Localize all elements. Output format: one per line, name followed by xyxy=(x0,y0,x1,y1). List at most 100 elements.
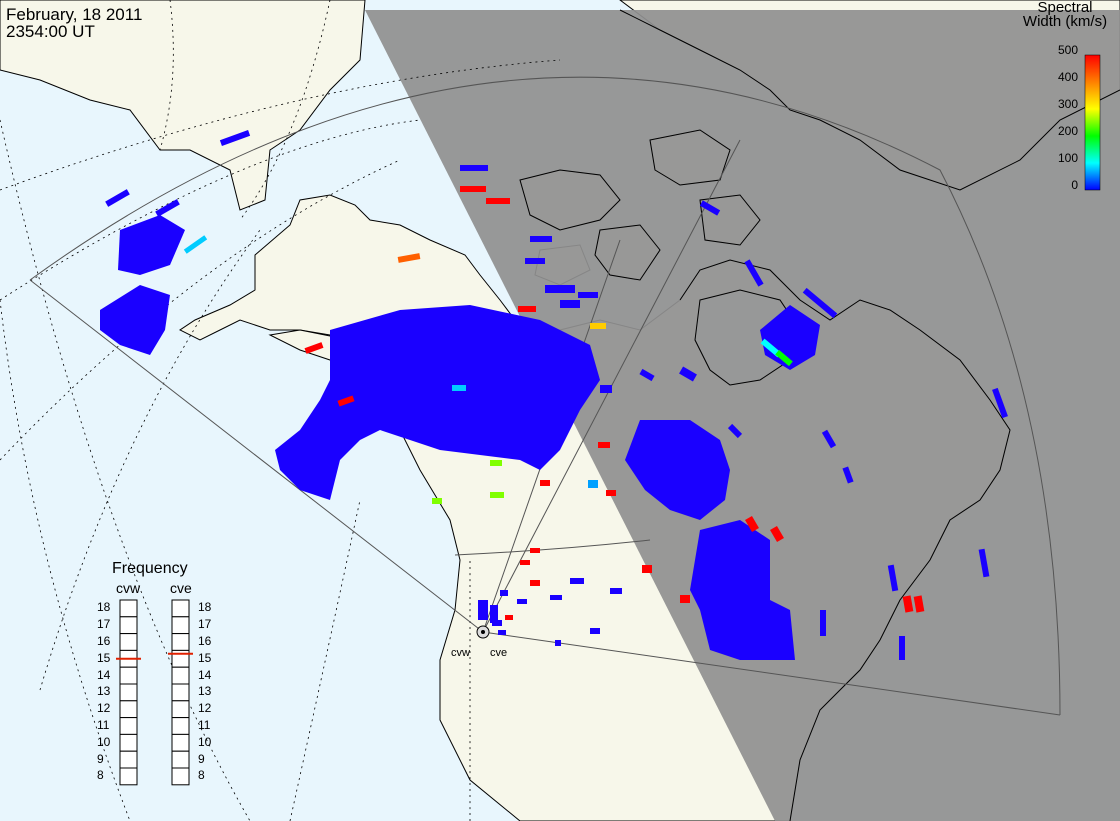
scatter-cell xyxy=(680,595,690,603)
scatter-cell xyxy=(498,630,506,635)
frequency-scale-label: 18 xyxy=(198,600,212,615)
frequency-scale-label: 15 xyxy=(198,650,212,665)
scatter-cell xyxy=(490,460,502,466)
scatter-cell xyxy=(155,199,180,217)
scatter-cell xyxy=(545,285,575,293)
frequency-scale-label: 14 xyxy=(198,667,212,682)
colorbar-title-2: Width (km/s) xyxy=(1022,13,1108,30)
scatter-cell xyxy=(642,565,652,573)
frequency-gauge-cell xyxy=(171,733,190,752)
frequency-gauge-cell xyxy=(119,767,138,786)
scatter-cells xyxy=(100,130,1008,660)
scatter-cell xyxy=(770,525,784,543)
scatter-cell xyxy=(610,588,622,594)
scatter-cell xyxy=(588,480,598,488)
frequency-scale-label: 12 xyxy=(97,701,111,716)
frequency-scale-label: 17 xyxy=(97,617,111,632)
frequency-scale-label: 16 xyxy=(97,634,111,648)
scatter-cell xyxy=(590,628,600,634)
time-label: 2354:00 UT xyxy=(6,22,95,41)
scatter-cell xyxy=(992,387,1008,419)
frequency-gauge-cell xyxy=(171,700,190,719)
frequency-gauge-cell xyxy=(119,666,138,685)
scatter-cell xyxy=(525,258,545,264)
scatter-cell xyxy=(578,292,598,298)
frequency-scale-label: 9 xyxy=(97,751,104,766)
scatter-cell xyxy=(978,548,990,578)
scatter-cell xyxy=(887,564,899,592)
frequency-gauge-cell xyxy=(171,633,190,651)
night-region xyxy=(365,10,1120,821)
frequency-gauges xyxy=(116,599,193,786)
frequency-scale-label: 8 xyxy=(198,768,205,783)
scatter-cell xyxy=(530,580,540,586)
scatter-cell xyxy=(540,480,550,486)
frequency-scale-label: 17 xyxy=(198,617,212,632)
frequency-scale-label: 8 xyxy=(97,768,104,783)
scatter-cell xyxy=(550,595,562,600)
coastline-night xyxy=(519,9,1120,821)
scatter-cell xyxy=(899,636,905,660)
frequency-scale-label: 15 xyxy=(97,650,111,665)
scatter-cell xyxy=(500,590,508,596)
frequency-gauge-cell xyxy=(119,733,138,752)
colorbar-tick: 400 xyxy=(1057,70,1078,84)
scatter-cell xyxy=(337,395,355,407)
radar-label-cve: cve xyxy=(490,647,508,659)
radar-label-cvw: cvw xyxy=(451,647,470,659)
frequency-scale-label: 11 xyxy=(198,718,211,732)
scatter-cell xyxy=(560,300,580,308)
scatter-cell xyxy=(432,498,442,504)
scatter-cell xyxy=(505,615,513,620)
frequency-gauge-cell xyxy=(119,750,138,769)
colorbar-tick: 300 xyxy=(1057,97,1078,111)
frequency-scale-label: 11 xyxy=(97,718,110,732)
frequency-gauge-cell xyxy=(171,666,190,685)
scatter-cell xyxy=(802,287,838,319)
frequency-gauge-cell xyxy=(119,599,138,618)
colorbar-tick: 0 xyxy=(1071,178,1078,192)
scatter-cell xyxy=(304,342,324,354)
colorbar-title-1: Spectral xyxy=(1037,0,1093,16)
scatter-cell xyxy=(397,253,421,263)
frequency-gauge-cell xyxy=(171,599,190,618)
scatter-cell xyxy=(478,600,488,620)
scatter-region xyxy=(625,420,730,520)
scatter-cell xyxy=(520,560,530,565)
scatter-cell xyxy=(490,605,498,623)
scatter-cell xyxy=(775,349,793,367)
scatter-cell xyxy=(590,323,606,329)
scatter-cell xyxy=(902,595,914,613)
frequency-gauge-cell xyxy=(119,683,138,702)
frequency-gauge-cell xyxy=(119,700,138,719)
colorbar-tick: 500 xyxy=(1057,43,1078,57)
scatter-cell xyxy=(490,492,504,498)
scatter-cell xyxy=(219,130,251,146)
frequency-scale-label: 13 xyxy=(198,684,212,699)
scatter-cell xyxy=(744,259,764,287)
scatter-cell xyxy=(555,640,561,646)
scatter-region xyxy=(100,285,170,355)
colorbar-tick: 200 xyxy=(1057,124,1078,138)
scatter-region xyxy=(690,520,795,660)
scatter-cell xyxy=(460,165,488,171)
frequency-scale-label: 10 xyxy=(97,734,111,749)
frequency-scale-label: 13 xyxy=(97,684,111,699)
scatter-cell xyxy=(745,515,759,533)
frequency-gauge-cell xyxy=(171,683,190,702)
scatter-cell xyxy=(598,442,610,448)
frequency-scale-label: 14 xyxy=(97,667,111,682)
frequency-radar-label: cvw xyxy=(116,580,141,596)
scatter-cell xyxy=(460,186,486,192)
frequency-scale-label: 16 xyxy=(198,634,212,648)
scatter-cell xyxy=(679,366,697,382)
scatter-cell xyxy=(530,548,540,553)
scatter-cell xyxy=(639,368,655,382)
frequency-scale-label: 9 xyxy=(198,751,205,766)
scatter-cell xyxy=(105,189,130,207)
scatter-cell xyxy=(518,306,536,312)
graticule xyxy=(0,0,561,821)
scatter-cell xyxy=(570,578,584,584)
frequency-gauge-cell xyxy=(171,767,190,786)
